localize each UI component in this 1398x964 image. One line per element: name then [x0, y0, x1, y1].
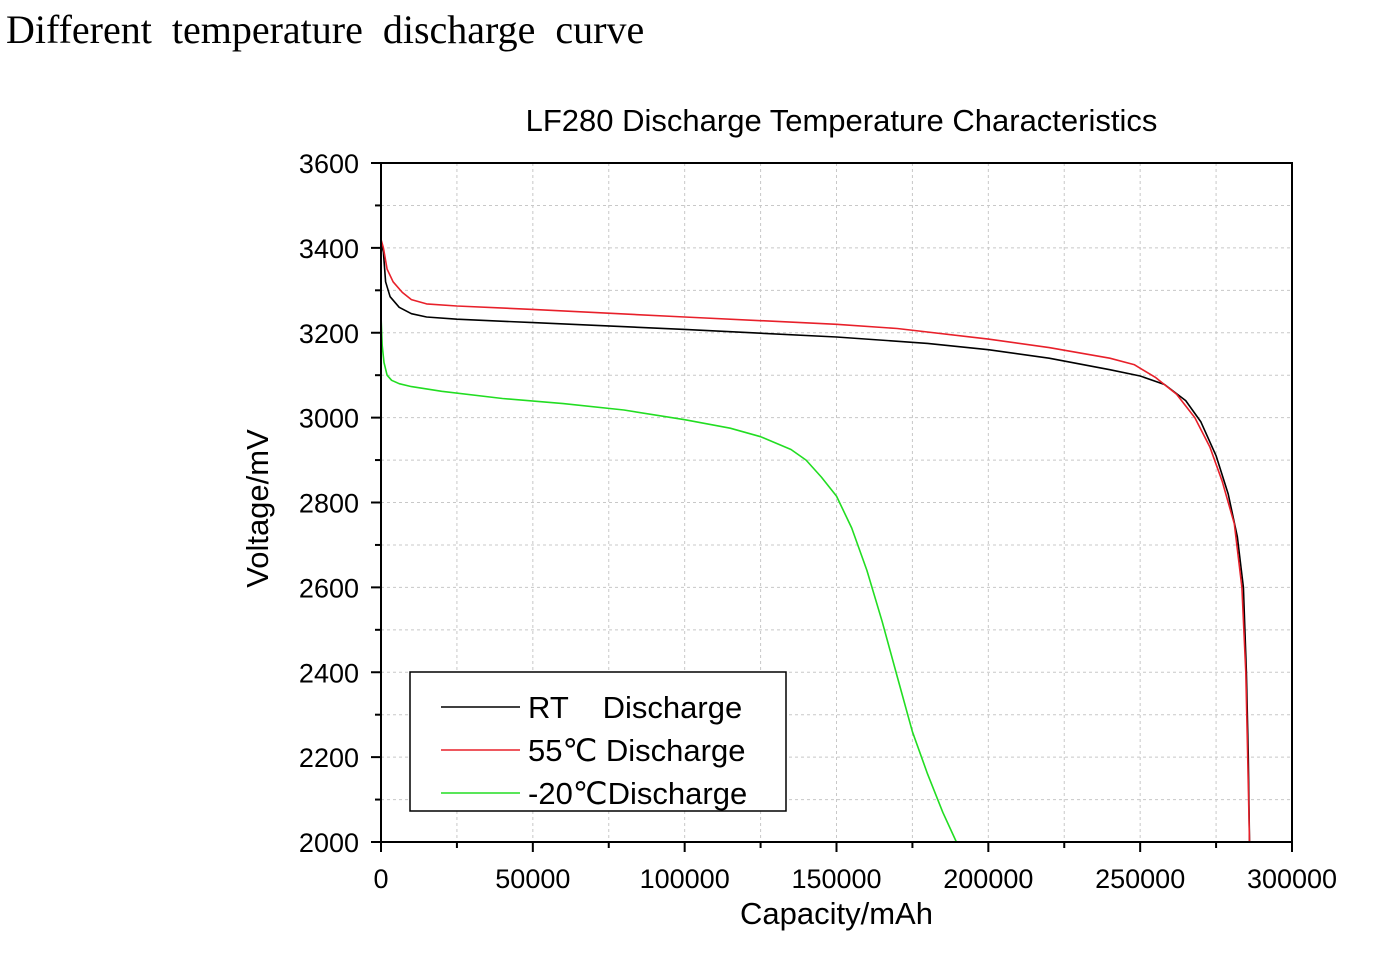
y-tick-label: 2000 — [299, 828, 359, 858]
legend-box — [409, 671, 787, 812]
legend-label: -20℃Discharge — [528, 776, 747, 811]
axis-tick-labels: 0 50000 100000 150000 200000 250000 300000 2000… — [299, 149, 1337, 894]
y-tick-label: 2400 — [299, 658, 359, 688]
y-axis-label: Voltage/mV — [240, 429, 275, 588]
x-tick-label: 150000 — [791, 864, 881, 894]
x-tick-label: 300000 — [1247, 864, 1337, 894]
y-tick-label: 3600 — [299, 149, 359, 179]
x-tick-label: 100000 — [640, 864, 730, 894]
axis-ticks — [371, 162, 1293, 852]
y-tick-label: 2200 — [299, 743, 359, 773]
x-tick-label: 250000 — [1095, 864, 1185, 894]
y-tick-label: 2800 — [299, 489, 359, 519]
series-layer — [380, 239, 1251, 843]
x-tick-label: 0 — [373, 864, 388, 894]
chart-legend: RT Discharge 55℃ Discharge -20℃Discharge — [409, 671, 787, 812]
x-axis-label: Capacity/mAh — [740, 896, 933, 931]
legend-label: RT Discharge — [528, 690, 742, 725]
legend-label: 55℃ Discharge — [528, 733, 745, 768]
series-line-2 — [380, 315, 958, 843]
y-tick-label: 3200 — [299, 319, 359, 349]
x-tick-label: 50000 — [495, 864, 570, 894]
y-tick-label: 3400 — [299, 234, 359, 264]
y-tick-label: 3000 — [299, 404, 359, 434]
chart-title: LF280 Discharge Temperature Characterist… — [526, 103, 1158, 138]
series-line-1 — [380, 239, 1251, 843]
x-tick-label: 200000 — [943, 864, 1033, 894]
page-heading: Different temperature discharge curve — [6, 7, 645, 52]
y-tick-label: 2600 — [299, 573, 359, 603]
